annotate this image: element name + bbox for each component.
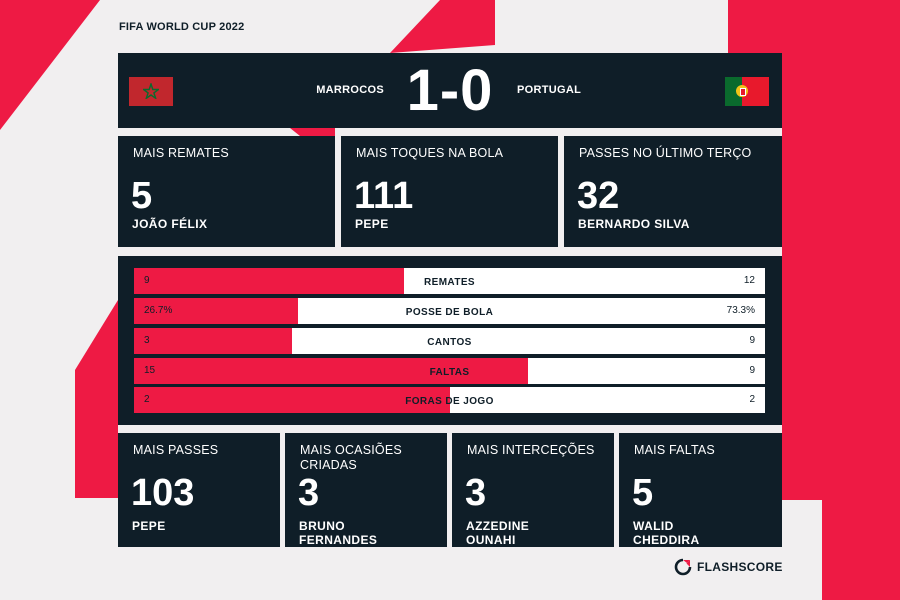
card-value: 5 — [632, 472, 654, 514]
card-value: 3 — [465, 472, 487, 514]
card-label: MAIS PASSES — [133, 443, 219, 457]
stat-home-value: 9 — [144, 275, 150, 286]
card-player-line2: OUNAHI — [466, 533, 516, 547]
card-player-line1: BRUNO — [299, 519, 345, 533]
card-label: MAIS FALTAS — [634, 443, 715, 457]
card-value: 111 — [354, 175, 414, 217]
home-team-name: MARROCOS — [316, 84, 384, 96]
home-share-bar — [134, 268, 405, 294]
card-label: MAIS OCASIÕES CRIADAS — [300, 443, 402, 472]
leader-card-most-passes: MAIS PASSES 103 PEPE — [118, 433, 280, 547]
stat-label: POSSE DE BOLA — [405, 307, 494, 318]
stat-away-value: 9 — [749, 335, 755, 346]
competition-title: FIFA WORLD CUP 2022 — [119, 21, 245, 33]
stat-row-possession: 26.7% POSSE DE BOLA 73.3% — [134, 298, 765, 324]
card-label: MAIS INTERCEÇÕES — [467, 443, 595, 457]
card-value: 32 — [577, 175, 620, 217]
stat-home-value: 15 — [144, 365, 156, 376]
stat-away-value: 73.3% — [726, 305, 755, 316]
home-share-bar — [134, 358, 529, 384]
away-team-name: PORTUGAL — [517, 84, 582, 96]
flashscore-logo-icon — [674, 558, 692, 576]
stat-row-corners: 3 CANTOS 9 — [134, 328, 765, 354]
card-value: 3 — [298, 472, 320, 514]
stat-row-offsides: 2 FORAS DE JOGO 2 — [134, 387, 765, 413]
stat-row-fouls: 15 FALTAS 9 — [134, 358, 765, 384]
card-label: PASSES NO ÚLTIMO TERÇO — [579, 146, 752, 160]
home-share-bar — [134, 298, 299, 324]
leader-card-most-chances: MAIS OCASIÕES CRIADAS 3 BRUNO FERNANDES — [285, 433, 447, 547]
card-value: 5 — [131, 175, 153, 217]
card-player-line1: WALID — [633, 519, 674, 533]
card-player: AZZEDINE OUNAHI — [466, 519, 529, 547]
card-player-line2: CHEDDIRA — [633, 533, 700, 547]
home-share-bar — [134, 328, 292, 354]
card-player-line1: PEPE — [132, 519, 166, 533]
card-player: PEPE — [132, 519, 166, 533]
brand-name: FLASHSCORE — [697, 560, 783, 574]
stat-home-value: 2 — [144, 394, 150, 405]
stats-comparison: 9 REMATES 12 26.7% POSSE DE BOLA 73.3% 3… — [118, 256, 782, 425]
card-label: MAIS TOQUES NA BOLA — [356, 146, 504, 160]
leader-card-most-interceptions: MAIS INTERCEÇÕES 3 AZZEDINE OUNAHI — [452, 433, 614, 547]
stat-home-value: 26.7% — [144, 305, 173, 316]
leader-card-most-fouls: MAIS FALTAS 5 WALID CHEDDIRA — [619, 433, 782, 547]
stat-row-shots: 9 REMATES 12 — [134, 268, 765, 294]
match-score: 1-0 — [406, 58, 494, 123]
morocco-flag-icon — [129, 77, 173, 106]
leader-card-most-shots: MAIS REMATES 5 JOÃO FÉLIX — [118, 136, 335, 247]
stat-label: FALTAS — [429, 367, 470, 378]
portugal-flag-icon — [725, 77, 769, 106]
home-share-bar — [134, 387, 450, 413]
stat-label: FORAS DE JOGO — [405, 396, 494, 407]
card-player-line1: AZZEDINE — [466, 519, 530, 533]
stat-away-value: 12 — [743, 275, 755, 286]
scoreboard: MARROCOS 1-0 PORTUGAL — [118, 53, 782, 128]
stat-label: CANTOS — [427, 337, 472, 348]
leader-card-most-touches: MAIS TOQUES NA BOLA 111 PEPE — [341, 136, 558, 247]
card-player: BRUNO FERNANDES — [299, 519, 377, 547]
card-player: PEPE — [355, 217, 389, 231]
flashscore-brand: FLASHSCORE — [674, 556, 783, 578]
card-value: 103 — [131, 472, 195, 514]
stat-away-value: 2 — [749, 394, 755, 405]
stat-away-value: 9 — [749, 365, 755, 376]
card-label: MAIS REMATES — [133, 146, 229, 160]
stat-home-value: 3 — [144, 335, 150, 346]
card-player-line2: FERNANDES — [299, 533, 378, 547]
card-player: WALID CHEDDIRA — [633, 519, 700, 547]
stat-label: REMATES — [424, 277, 475, 288]
leader-card-final-third-passes: PASSES NO ÚLTIMO TERÇO 32 BERNARDO SILVA — [564, 136, 782, 247]
card-player: JOÃO FÉLIX — [132, 217, 208, 231]
card-player: BERNARDO SILVA — [578, 217, 690, 231]
